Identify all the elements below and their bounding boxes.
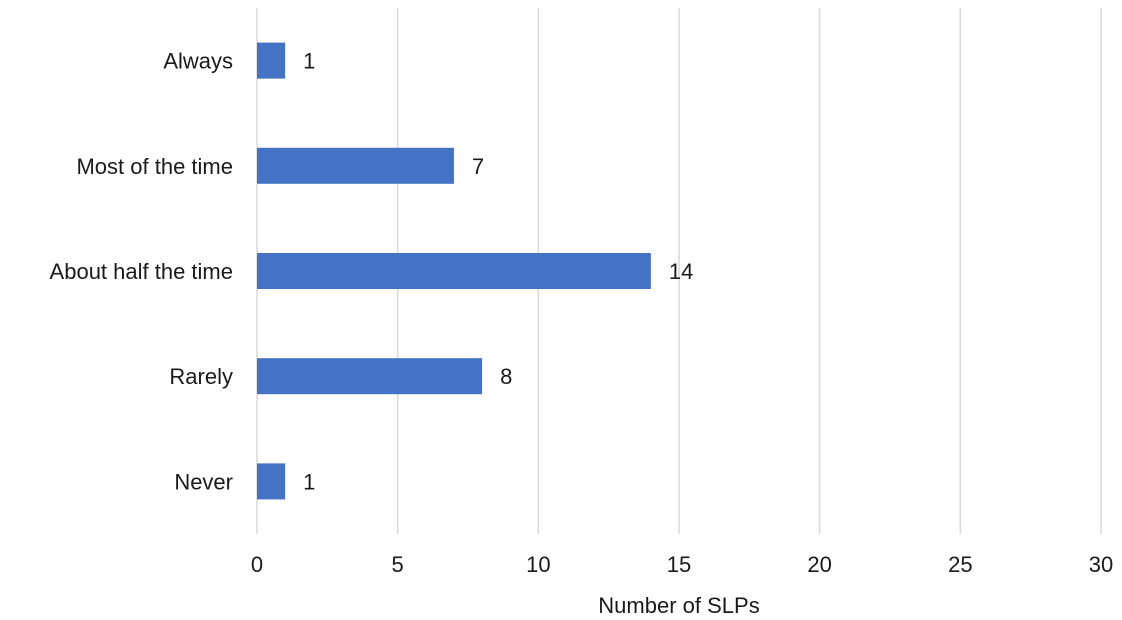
bar-2 (257, 253, 651, 289)
bar-4 (257, 463, 286, 500)
category-label-4: Never (174, 469, 233, 494)
x-tick-label-4: 20 (807, 552, 831, 577)
category-label-0: Always (163, 49, 233, 74)
x-tick-label-1: 5 (392, 552, 404, 577)
data-labels: 1 7 14 8 1 (303, 49, 693, 495)
x-tick-label-6: 30 (1089, 552, 1113, 577)
x-tick-label-3: 15 (667, 552, 691, 577)
x-tick-labels: 0 5 10 15 20 25 30 (251, 552, 1113, 577)
bar-0 (257, 42, 286, 79)
data-label-0: 1 (303, 49, 315, 74)
x-tick-label-2: 10 (526, 552, 550, 577)
bars (257, 42, 651, 500)
x-tick-label-5: 25 (948, 552, 972, 577)
category-label-3: Rarely (169, 364, 233, 389)
category-labels: Always Most of the time About half the tim… (50, 49, 233, 495)
category-label-1: Most of the time (76, 154, 233, 179)
data-label-3: 8 (500, 364, 512, 389)
data-label-4: 1 (303, 469, 315, 494)
bar-3 (257, 358, 483, 395)
category-label-2: About half the time (50, 259, 233, 284)
x-tick-label-0: 0 (251, 552, 263, 577)
x-axis-title: Number of SLPs (598, 593, 759, 618)
data-label-2: 14 (669, 259, 693, 284)
bar-1 (257, 147, 454, 184)
data-label-1: 7 (472, 154, 484, 179)
